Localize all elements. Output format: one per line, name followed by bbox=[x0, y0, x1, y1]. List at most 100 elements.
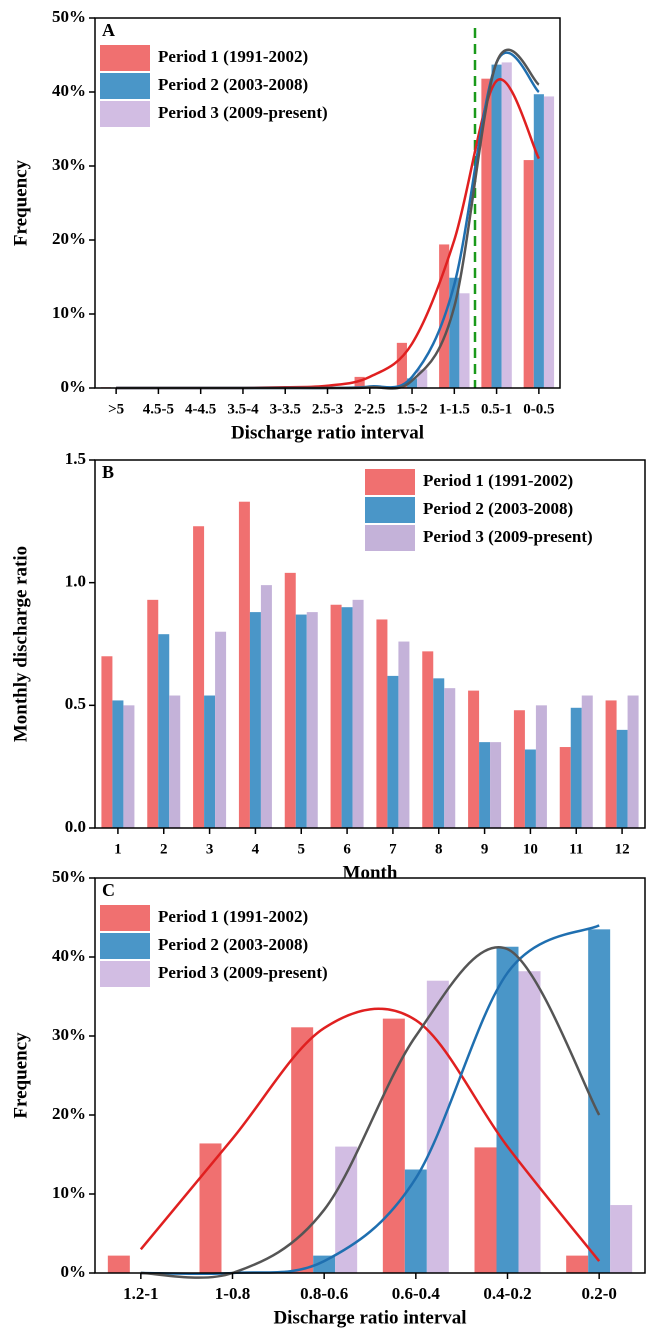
bar bbox=[387, 675, 399, 828]
bar bbox=[610, 1205, 633, 1273]
x-tick-label: 0.8-0.6 bbox=[300, 1284, 348, 1303]
bar bbox=[581, 695, 593, 828]
x-tick-label: 0-0.5 bbox=[523, 401, 554, 417]
x-tick-label: 3-3.5 bbox=[270, 401, 301, 417]
bar bbox=[123, 705, 135, 828]
legend-swatch bbox=[365, 525, 415, 551]
x-tick-label: 1.5-2 bbox=[396, 401, 427, 417]
bar bbox=[107, 1255, 130, 1273]
bar bbox=[238, 501, 250, 828]
bar bbox=[295, 614, 307, 828]
bar bbox=[627, 695, 639, 828]
bar bbox=[249, 612, 261, 828]
bar bbox=[433, 678, 445, 828]
panel-label: C bbox=[102, 880, 115, 900]
bar bbox=[535, 705, 547, 828]
bar bbox=[444, 688, 456, 828]
bar bbox=[284, 572, 296, 828]
y-tick-label: 1.0 bbox=[65, 572, 86, 591]
legend-swatch bbox=[100, 933, 150, 959]
x-tick-label: 12 bbox=[615, 841, 630, 857]
y-tick-label: 20% bbox=[52, 1104, 86, 1123]
bar bbox=[422, 651, 434, 828]
bar bbox=[449, 277, 460, 388]
bar bbox=[490, 742, 502, 828]
bar bbox=[406, 378, 418, 388]
bar bbox=[570, 707, 582, 828]
bar bbox=[169, 695, 181, 828]
legend-label: Period 3 (2009-present) bbox=[158, 963, 328, 982]
bar bbox=[398, 641, 410, 828]
y-tick-label: 0% bbox=[61, 1262, 87, 1281]
legend-label: Period 1 (1991-2002) bbox=[158, 47, 308, 66]
bar bbox=[605, 700, 617, 828]
bar bbox=[524, 749, 536, 828]
x-tick-label: 3.5-4 bbox=[227, 401, 259, 417]
bar bbox=[588, 929, 611, 1273]
x-tick-label: 0.4-0.2 bbox=[483, 1284, 531, 1303]
y-tick-label: 10% bbox=[52, 1183, 86, 1202]
y-tick-label: 1.5 bbox=[65, 449, 86, 468]
x-tick-label: 2 bbox=[160, 841, 168, 857]
y-tick-label: 0.5 bbox=[65, 694, 86, 713]
y-axis-label: Monthly discharge ratio bbox=[10, 546, 31, 742]
x-tick-label: 6 bbox=[343, 841, 351, 857]
y-tick-label: 40% bbox=[52, 81, 86, 100]
bar bbox=[199, 1143, 222, 1273]
x-tick-label: 1-0.8 bbox=[215, 1284, 250, 1303]
legend-label: Period 3 (2009-present) bbox=[158, 103, 328, 122]
x-tick-label: 2.5-3 bbox=[312, 401, 343, 417]
bar bbox=[426, 980, 449, 1273]
bar bbox=[306, 612, 318, 828]
bar bbox=[396, 342, 407, 388]
bar bbox=[382, 1018, 405, 1273]
bar bbox=[468, 690, 480, 828]
bar bbox=[193, 526, 205, 828]
bar bbox=[491, 64, 502, 389]
bar bbox=[474, 1147, 497, 1273]
bar bbox=[291, 1027, 314, 1273]
x-tick-label: 11 bbox=[569, 841, 583, 857]
legend-label: Period 1 (1991-2002) bbox=[423, 471, 573, 490]
bar bbox=[101, 656, 113, 828]
bar bbox=[533, 94, 544, 388]
bar bbox=[313, 1255, 336, 1273]
fit-curve bbox=[139, 1007, 601, 1262]
bar bbox=[616, 729, 628, 828]
x-tick-label: >5 bbox=[108, 401, 124, 417]
bar bbox=[559, 747, 571, 828]
bar bbox=[523, 160, 534, 388]
legend-swatch bbox=[100, 905, 150, 931]
legend-swatch bbox=[365, 469, 415, 495]
x-tick-label: 2-2.5 bbox=[354, 401, 385, 417]
panel-label: A bbox=[102, 20, 115, 40]
y-tick-label: 30% bbox=[52, 1025, 86, 1044]
bar bbox=[112, 700, 124, 828]
legend-label: Period 2 (2003-2008) bbox=[423, 499, 573, 518]
x-tick-label: 0.2-0 bbox=[581, 1284, 616, 1303]
y-tick-label: 40% bbox=[52, 946, 86, 965]
panel-label: B bbox=[102, 462, 114, 482]
y-tick-label: 30% bbox=[52, 155, 86, 174]
x-tick-label: 1-1.5 bbox=[439, 401, 470, 417]
bar bbox=[496, 946, 519, 1273]
bar bbox=[341, 607, 353, 828]
x-tick-label: 3 bbox=[206, 841, 214, 857]
plot-frame bbox=[94, 877, 646, 1274]
bar bbox=[404, 1169, 427, 1273]
y-tick-label: 50% bbox=[52, 867, 86, 886]
bar bbox=[335, 1146, 358, 1273]
x-tick-label: 0.6-0.4 bbox=[392, 1284, 441, 1303]
x-axis-label: Discharge ratio interval bbox=[231, 422, 424, 443]
y-tick-label: 10% bbox=[52, 303, 86, 322]
legend-swatch bbox=[100, 73, 150, 99]
y-axis-label: Frequency bbox=[10, 159, 31, 246]
legend-swatch bbox=[100, 961, 150, 987]
bar bbox=[566, 1255, 589, 1273]
x-tick-label: 4-4.5 bbox=[185, 401, 216, 417]
y-tick-label: 50% bbox=[52, 7, 86, 26]
x-tick-label: 10 bbox=[523, 841, 538, 857]
x-tick-label: 9 bbox=[481, 841, 489, 857]
legend-label: Period 3 (2009-present) bbox=[423, 527, 593, 546]
x-tick-label: 8 bbox=[435, 841, 443, 857]
